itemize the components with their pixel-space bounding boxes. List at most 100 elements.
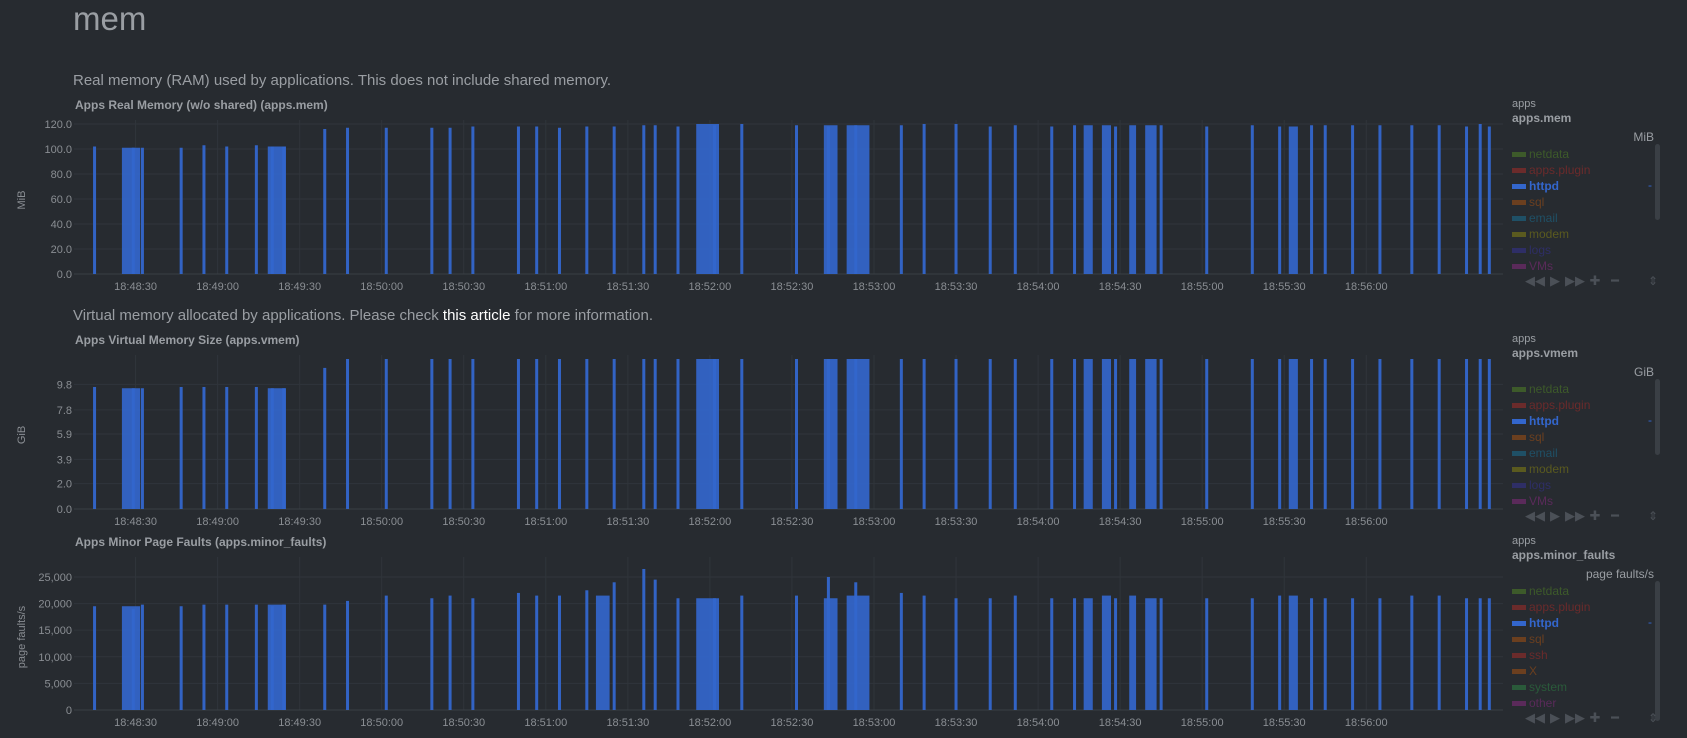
y-tick-label: 120.0 — [44, 119, 72, 131]
pan-right-icon[interactable]: ▶▶ — [1565, 710, 1585, 725]
data-point — [612, 359, 616, 509]
y-tick-label: 60.0 — [51, 194, 72, 206]
data-point — [740, 595, 744, 710]
data-point — [712, 598, 716, 710]
legend-item-apps-plugin[interactable]: apps.plugin — [1512, 397, 1590, 413]
play-icon[interactable]: ▶ — [1550, 508, 1560, 523]
chart-plot-mem[interactable]: 120.0 100.0 80.0 60.0 40.0 20.0 0.0 18:48:30 18:… — [0, 112, 1503, 293]
x-tick-label: 18:49:00 — [196, 516, 239, 528]
legend-item-sql[interactable]: sql — [1512, 631, 1590, 647]
legend-item-logs[interactable]: logs — [1512, 242, 1590, 258]
data-point — [179, 606, 183, 710]
legend-item-netdata[interactable]: netdata — [1512, 381, 1590, 397]
data-point — [448, 359, 452, 509]
swatch-icon — [1512, 216, 1526, 222]
pan-right-icon[interactable]: ▶▶ — [1565, 273, 1585, 288]
x-tick-label: 18:48:30 — [114, 516, 157, 528]
chart-plot-vmem[interactable]: 9.8 7.8 5.9 3.9 2.0 0.0 18:48:30 18:49:00 18:49:… — [0, 347, 1503, 528]
y-tick-label: 0 — [66, 705, 72, 717]
data-point — [795, 595, 798, 710]
data-point — [1323, 598, 1327, 710]
legend-item-ssh[interactable]: ssh — [1512, 647, 1590, 663]
x-tick-label: 18:52:30 — [771, 717, 814, 729]
data-point — [1410, 359, 1414, 509]
resize-handle-icon[interactable]: ⇕ — [1648, 711, 1659, 725]
data-point — [612, 126, 616, 274]
legend-item-email[interactable]: email — [1512, 210, 1590, 226]
data-point — [1073, 125, 1077, 274]
legend-item-sql[interactable]: sql — [1512, 429, 1590, 445]
swatch-icon — [1512, 499, 1526, 505]
data-point — [585, 590, 589, 710]
zoom-in-icon[interactable]: ✚ — [1589, 273, 1601, 288]
data-point — [826, 576, 830, 710]
data-point — [1437, 359, 1441, 509]
data-point — [899, 125, 903, 274]
zoom-in-icon[interactable]: ✚ — [1589, 508, 1601, 523]
area-block — [121, 388, 141, 509]
legend-item-vms[interactable]: VMs — [1512, 493, 1590, 509]
data-point — [712, 125, 716, 274]
chart-plot-minor-faults[interactable]: 25,000 20,000 15,000 10,000 5,000 0 18:48:30 18… — [0, 549, 1503, 729]
x-tick-label: 18:54:00 — [1017, 516, 1060, 528]
x-tick-label: 18:52:00 — [688, 516, 731, 528]
legend-item-email[interactable]: email — [1512, 445, 1590, 461]
article-link[interactable]: this article — [442, 307, 511, 324]
pan-left-icon[interactable]: ◀◀ — [1525, 710, 1545, 725]
legend-item-netdata[interactable]: netdata — [1512, 583, 1590, 599]
data-point — [1050, 598, 1054, 710]
data-point — [1351, 359, 1355, 509]
legend-item-apps-plugin[interactable]: apps.plugin — [1512, 599, 1590, 615]
data-point — [988, 598, 992, 710]
zoom-out-icon[interactable]: ━ — [1611, 508, 1619, 523]
legend-item-netdata[interactable]: netdata — [1512, 146, 1590, 162]
area-block — [1101, 359, 1112, 509]
area-block — [1288, 359, 1298, 509]
y-tick-label: 80.0 — [51, 169, 72, 181]
legend-item-system[interactable]: system — [1512, 679, 1590, 695]
data-point — [471, 359, 475, 509]
pan-left-icon[interactable]: ◀◀ — [1525, 273, 1545, 288]
data-point — [676, 359, 680, 509]
legend-item-apps-plugin[interactable]: apps.plugin — [1512, 162, 1590, 178]
chart-title-minor-faults: Apps Minor Page Faults (apps.minor_fault… — [75, 535, 327, 549]
area-block — [823, 359, 838, 509]
data-point — [1465, 359, 1469, 509]
legend-scrollbar[interactable] — [1655, 379, 1660, 455]
swatch-icon — [1512, 467, 1526, 473]
data-point — [471, 126, 475, 274]
legend-chart-id: apps.vmem — [1512, 346, 1579, 360]
zoom-out-icon[interactable]: ━ — [1611, 710, 1619, 725]
legend-scrollbar[interactable] — [1655, 144, 1660, 220]
zoom-in-icon[interactable]: ✚ — [1589, 710, 1601, 725]
legend-item-sql[interactable]: sql — [1512, 194, 1590, 210]
legend-item-x[interactable]: X — [1512, 663, 1590, 679]
legend-vmem: apps apps.vmem GiB netdata apps.plugin h… — [1512, 333, 1660, 513]
swatch-icon — [1512, 653, 1526, 659]
resize-handle-icon[interactable]: ⇕ — [1648, 509, 1659, 523]
play-icon[interactable]: ▶ — [1550, 273, 1560, 288]
pan-right-icon[interactable]: ▶▶ — [1565, 508, 1585, 523]
area-block — [121, 147, 141, 274]
data-point — [1378, 598, 1382, 710]
legend-item-modem[interactable]: modem — [1512, 226, 1590, 242]
legend-item-other[interactable]: other — [1512, 695, 1590, 711]
legend-item-vms[interactable]: VMs — [1512, 258, 1590, 274]
data-point — [1013, 595, 1017, 710]
legend-item-httpd[interactable]: httpd — [1512, 178, 1590, 194]
zoom-out-icon[interactable]: ━ — [1611, 273, 1619, 288]
legend-item-httpd[interactable]: httpd — [1512, 615, 1590, 631]
x-tick-label: 18:51:00 — [524, 281, 567, 293]
legend-item-modem[interactable]: modem — [1512, 461, 1590, 477]
y-tick-label: 9.8 — [57, 379, 72, 391]
legend-item-logs[interactable]: logs — [1512, 477, 1590, 493]
data-point — [1073, 359, 1077, 509]
pan-left-icon[interactable]: ◀◀ — [1525, 508, 1545, 523]
data-point — [795, 125, 798, 274]
data-point — [712, 359, 716, 509]
data-point — [140, 147, 144, 274]
resize-handle-icon[interactable]: ⇕ — [1648, 274, 1659, 288]
play-icon[interactable]: ▶ — [1550, 710, 1560, 725]
legend-item-httpd[interactable]: httpd — [1512, 413, 1590, 429]
legend-scrollbar[interactable] — [1655, 581, 1660, 721]
